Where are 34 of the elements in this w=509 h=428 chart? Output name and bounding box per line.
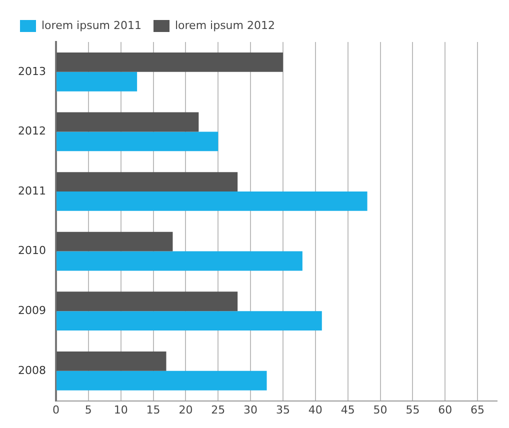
x-tick-label: 10 xyxy=(114,403,128,416)
bar xyxy=(56,72,138,92)
bar xyxy=(56,232,173,252)
bar xyxy=(56,292,238,312)
bar xyxy=(56,52,283,72)
x-tick-label: 50 xyxy=(373,403,388,416)
x-tick-label: 15 xyxy=(146,403,160,416)
x-tick-label: 35 xyxy=(276,403,290,416)
x-tick-label: 55 xyxy=(406,403,420,416)
x-tick-label: 0 xyxy=(52,403,60,416)
y-tick-label: 2010 xyxy=(18,244,46,258)
y-tick-label: 2008 xyxy=(18,364,46,377)
x-tick-label: 5 xyxy=(84,403,92,416)
bar xyxy=(56,251,302,271)
bar xyxy=(56,311,322,331)
bar xyxy=(56,192,368,211)
y-tick-label: 2013 xyxy=(18,64,46,78)
bar xyxy=(56,370,267,390)
x-tick-label: 45 xyxy=(340,403,355,416)
legend-label: lorem ipsum 2012 xyxy=(174,18,275,32)
y-tick-label: 2012 xyxy=(18,124,46,138)
x-tick-label: 65 xyxy=(470,403,485,416)
x-tick-label: 30 xyxy=(244,403,258,416)
legend-label: lorem ipsum 2011 xyxy=(42,18,142,32)
x-tick-label: 60 xyxy=(438,403,452,416)
y-tick-label: 2011 xyxy=(18,184,46,198)
bar xyxy=(56,132,218,152)
y-tick-label: 2009 xyxy=(18,304,46,317)
bar xyxy=(56,351,166,371)
x-tick-label: 25 xyxy=(211,403,226,416)
x-tick-label: 20 xyxy=(178,403,193,416)
bar xyxy=(56,112,199,132)
x-tick-label: 40 xyxy=(308,403,322,416)
bar xyxy=(56,172,238,192)
